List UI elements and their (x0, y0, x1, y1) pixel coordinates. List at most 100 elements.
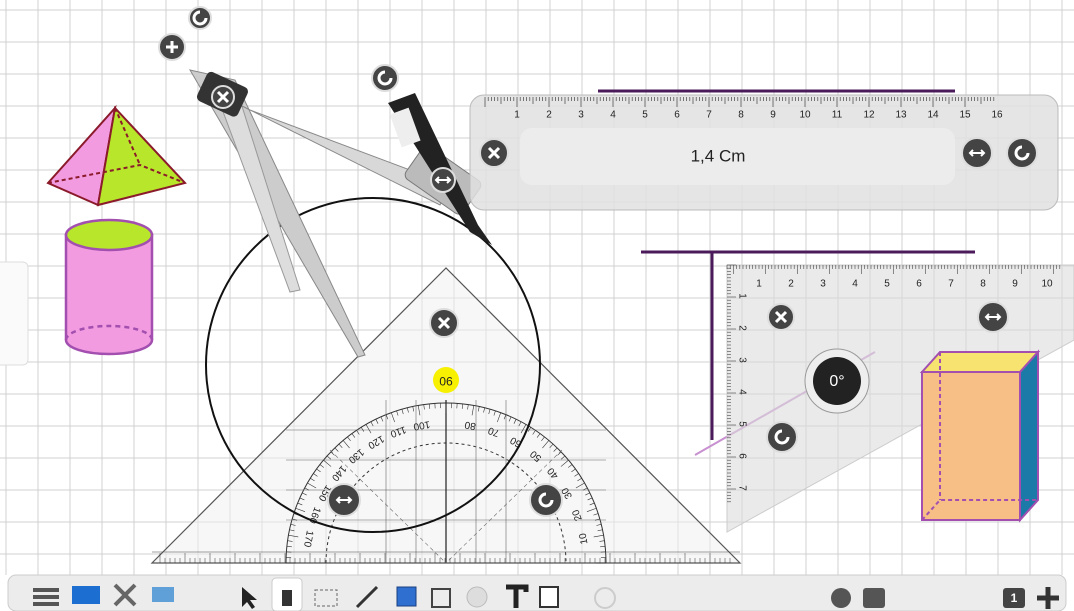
protractor-tick (356, 430, 360, 435)
protractor-tick (428, 403, 431, 409)
protractor-label: 110 (388, 423, 407, 439)
protractor-stretch[interactable] (327, 483, 361, 517)
rotate-button[interactable] (371, 64, 399, 92)
button-bg (188, 6, 212, 30)
set-square-y-label: 1 (736, 293, 747, 299)
protractor-tick (323, 459, 332, 467)
ruler-rotate[interactable] (1006, 137, 1038, 169)
protractor-tick (557, 451, 562, 456)
protractor-tick (292, 518, 298, 521)
protractor-tick (586, 507, 597, 512)
protractor-tick (396, 410, 399, 416)
protractor-tick (299, 497, 305, 501)
protractor-tick (471, 405, 475, 416)
protractor-label: 170 (301, 529, 315, 548)
hand-icon[interactable] (594, 587, 616, 609)
set-square-stretch[interactable] (977, 301, 1009, 333)
line-icon[interactable] (355, 585, 379, 609)
ruler-label: 10 (799, 110, 811, 121)
cube-icon[interactable] (431, 588, 451, 608)
add-page-icon[interactable] (1037, 587, 1059, 609)
protractor-tick (560, 459, 569, 467)
icon (538, 492, 554, 508)
compass-close[interactable] (211, 85, 235, 109)
protractor-tick (310, 477, 315, 482)
menu-icon[interactable] (33, 588, 59, 606)
ruler-close[interactable] (479, 138, 509, 168)
protractor-tick (330, 451, 335, 456)
edit-button[interactable] (188, 6, 212, 30)
ruler: 1 2 3 4 5 6 7 8 9 10 11 12 13 14 15 16 1,4 Cm (469, 89, 1059, 211)
protractor-tick (593, 534, 604, 538)
ruler-label: 14 (927, 110, 939, 121)
protractor-tick (290, 524, 296, 526)
undo-icon[interactable] (863, 588, 885, 608)
icon (968, 149, 986, 157)
protractor-tick (594, 518, 600, 521)
protractor-close[interactable] (429, 308, 459, 338)
protractor-tick (375, 419, 379, 424)
screen-icon[interactable] (72, 586, 100, 604)
protractor-tick (488, 409, 491, 415)
eraser-icon[interactable] (314, 589, 338, 607)
set-square-x-label: 5 (884, 279, 890, 290)
button-bg (529, 483, 563, 517)
protractor-tick (423, 404, 425, 410)
protractor-tick (532, 430, 536, 435)
protractor-tick (597, 529, 603, 532)
angle-dial[interactable]: 0° (804, 348, 870, 414)
protractor-tick (467, 404, 469, 410)
protractor-tick (390, 412, 395, 423)
text-icon[interactable] (506, 584, 529, 608)
protractor-tick (571, 468, 576, 473)
ruler-label: 6 (674, 110, 680, 121)
protractor-tick (541, 436, 545, 442)
protractor-tick (334, 447, 339, 452)
protractor-label: 80 (463, 419, 476, 432)
protractor-marker-label: 90 (439, 374, 453, 388)
icon (434, 176, 452, 184)
protractor-tick (585, 492, 590, 496)
button-bg (766, 421, 798, 453)
protractor-tick (520, 424, 527, 434)
protractor-rotate[interactable] (529, 483, 563, 517)
button-bg (1006, 137, 1038, 169)
set-square-rotate[interactable] (766, 421, 798, 453)
protractor-tick (542, 440, 550, 449)
tools-icon[interactable] (113, 583, 137, 607)
set-square-x-label: 10 (1041, 279, 1053, 290)
button-bg (371, 64, 399, 92)
ruler-stretch[interactable] (961, 137, 993, 169)
icon (487, 146, 501, 160)
target-icon[interactable] (831, 588, 851, 608)
pages-icon[interactable] (1003, 588, 1025, 608)
page-number: 1 (1011, 591, 1018, 605)
protractor-label: 70 (486, 424, 501, 438)
protractor-tick (347, 436, 351, 442)
zoom-button[interactable] (158, 33, 186, 61)
ruler-label: 5 (642, 110, 648, 121)
select-icon[interactable] (242, 587, 257, 609)
set-square-x-label: 2 (788, 279, 794, 290)
side-tab[interactable] (0, 261, 29, 366)
cylinder (64, 218, 154, 356)
icon (166, 41, 178, 53)
set-square-x-label: 8 (980, 279, 986, 290)
set-square-y-label: 4 (736, 389, 747, 395)
set-square-close[interactable] (767, 303, 795, 331)
set-square-x-label: 9 (1012, 279, 1018, 290)
ruler-label: 11 (832, 110, 843, 121)
page-icon[interactable] (539, 586, 559, 608)
image-icon[interactable] (152, 587, 174, 602)
protractor-tick (589, 502, 595, 506)
protractor-tick (304, 487, 310, 491)
rect-icon[interactable] (396, 586, 417, 607)
protractor-tick (549, 443, 554, 449)
shape-icon[interactable] (466, 586, 488, 608)
protractor-tick (493, 410, 496, 416)
angle-label: 0° (829, 373, 844, 390)
resize-button[interactable] (430, 167, 456, 193)
protractor-tick (370, 421, 374, 427)
